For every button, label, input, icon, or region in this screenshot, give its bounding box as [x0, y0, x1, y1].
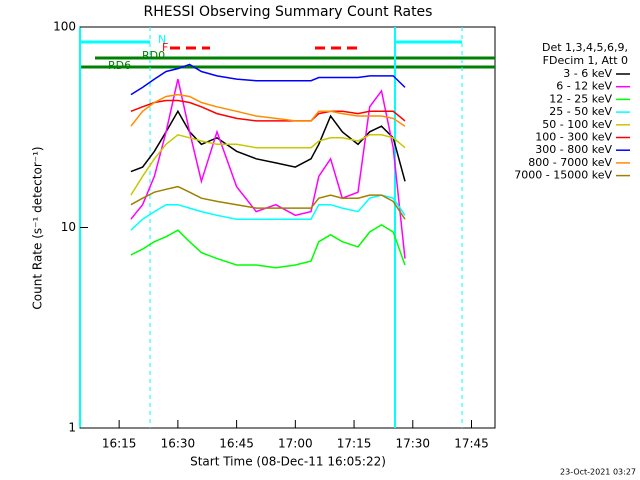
- x-tick-label: 17:45: [454, 437, 489, 451]
- legend-label: 6 - 12 keV: [556, 80, 612, 93]
- x-axis-label: Start Time (08-Dec-11 16:05:22): [190, 455, 386, 469]
- series-line: [130, 99, 406, 122]
- annotation: F: [162, 41, 168, 54]
- legend-label: 300 - 800 keV: [535, 143, 612, 156]
- annotation: RD6: [108, 59, 131, 72]
- x-tick-label: 16:30: [161, 437, 196, 451]
- legend-label: 50 - 100 keV: [542, 118, 612, 131]
- y-tick-label: 1: [68, 421, 76, 435]
- status-bars: [79, 27, 495, 428]
- y-axis-label: Count Rate (s⁻¹ detector⁻¹): [31, 146, 45, 309]
- y-tick-label: 10: [61, 220, 76, 234]
- legend-label: 25 - 50 keV: [549, 105, 612, 118]
- annotation: N: [158, 33, 166, 46]
- legend-label: 3 - 6 keV: [563, 67, 612, 80]
- series-line: [130, 78, 406, 259]
- chart-title: RHESSI Observing Summary Count Rates: [144, 4, 433, 20]
- series-line: [130, 185, 406, 220]
- series-line: [130, 224, 406, 269]
- legend-label: 800 - 7000 keV: [528, 156, 612, 169]
- legend-label: 12 - 25 keV: [549, 92, 612, 105]
- x-tick-label: 17:15: [337, 437, 372, 451]
- x-tick-label: 17:00: [278, 437, 313, 451]
- series-line: [130, 133, 406, 196]
- x-tick-label: 17:30: [395, 437, 430, 451]
- series-line: [130, 63, 406, 96]
- x-tick-label: 16:15: [102, 437, 137, 451]
- legend-label: 100 - 300 keV: [535, 131, 612, 144]
- series-line: [130, 194, 406, 231]
- legend-title: FDecim 1, Att 0: [543, 54, 628, 67]
- footer: 23-Oct-2021 03:27: [560, 468, 636, 477]
- x-tick-label: 16:45: [219, 437, 254, 451]
- annotation: RD0: [142, 49, 165, 62]
- legend-label: 7000 - 15000 keV: [514, 169, 612, 182]
- y-tick-label: 100: [53, 20, 76, 34]
- legend-title: Det 1,3,4,5,6,9,: [542, 41, 628, 54]
- series-line: [130, 93, 406, 127]
